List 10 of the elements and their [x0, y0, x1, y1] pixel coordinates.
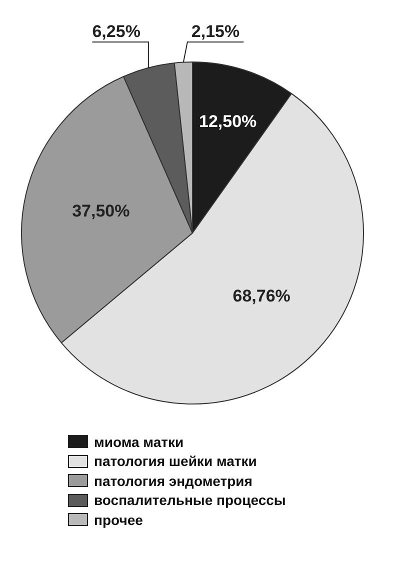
data-label: 37,50% — [72, 201, 130, 220]
legend-label: патология шейки матки — [94, 453, 257, 470]
legend-label: воспалительные процессы — [94, 492, 286, 508]
data-label: 68,76% — [232, 286, 290, 306]
legend-label: прочее — [94, 512, 143, 528]
legend-label: патология эндометрия — [94, 472, 252, 489]
legend-label: миома матки — [94, 434, 184, 450]
data-label: 2,15% — [191, 22, 240, 42]
data-label: 6,25% — [92, 22, 140, 42]
data-label: 12,50% — [199, 112, 257, 131]
